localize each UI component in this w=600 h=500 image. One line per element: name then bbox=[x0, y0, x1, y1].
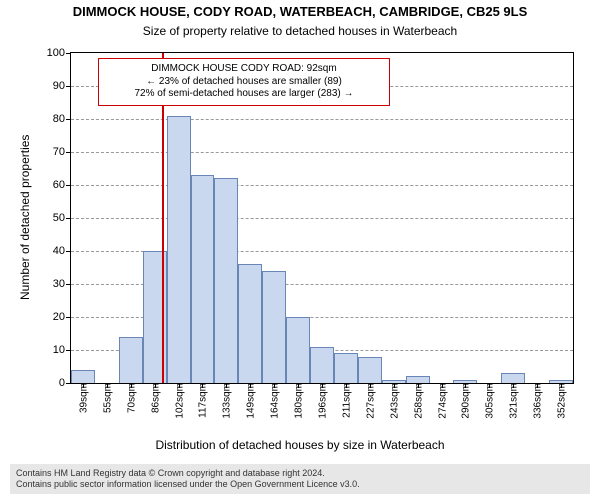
histogram-bar bbox=[167, 116, 191, 383]
ytick-label: 60 bbox=[53, 179, 71, 191]
histogram-bar bbox=[501, 373, 525, 383]
gridline bbox=[71, 185, 573, 186]
xtick-label: 274sqm bbox=[435, 383, 448, 419]
xtick-label: 290sqm bbox=[459, 383, 472, 419]
x-axis-label: Distribution of detached houses by size … bbox=[0, 438, 600, 452]
xtick-label: 70sqm bbox=[124, 383, 137, 413]
histogram-bar bbox=[310, 347, 334, 383]
ytick-label: 90 bbox=[53, 80, 71, 92]
ytick-label: 70 bbox=[53, 146, 71, 158]
chart-title: DIMMOCK HOUSE, CODY ROAD, WATERBEACH, CA… bbox=[0, 4, 600, 19]
chart-container: DIMMOCK HOUSE, CODY ROAD, WATERBEACH, CA… bbox=[0, 0, 600, 500]
ytick-label: 40 bbox=[53, 245, 71, 257]
annotation-line: ← 23% of detached houses are smaller (89… bbox=[107, 76, 381, 89]
histogram-bar bbox=[191, 175, 215, 383]
xtick-label: 227sqm bbox=[363, 383, 376, 419]
chart-subtitle: Size of property relative to detached ho… bbox=[0, 24, 600, 38]
xtick-label: 305sqm bbox=[483, 383, 496, 419]
ytick-label: 50 bbox=[53, 212, 71, 224]
xtick-label: 117sqm bbox=[196, 383, 209, 418]
histogram-bar bbox=[358, 357, 382, 383]
xtick-label: 102sqm bbox=[172, 383, 185, 419]
xtick-label: 321sqm bbox=[507, 383, 520, 419]
ytick-label: 80 bbox=[53, 113, 71, 125]
footer-attribution: Contains HM Land Registry data © Crown c… bbox=[10, 464, 590, 495]
annotation-box: DIMMOCK HOUSE CODY ROAD: 92sqm← 23% of d… bbox=[98, 58, 390, 106]
histogram-bar bbox=[262, 271, 286, 383]
xtick-label: 258sqm bbox=[411, 383, 424, 419]
xtick-label: 211sqm bbox=[339, 383, 352, 418]
histogram-bar bbox=[406, 376, 430, 383]
xtick-label: 86sqm bbox=[148, 383, 161, 413]
ytick-label: 30 bbox=[53, 278, 71, 290]
xtick-label: 164sqm bbox=[268, 383, 281, 419]
xtick-label: 196sqm bbox=[316, 383, 329, 419]
footer-line-2: Contains public sector information licen… bbox=[16, 479, 584, 490]
footer-line-1: Contains HM Land Registry data © Crown c… bbox=[16, 468, 584, 479]
histogram-bar bbox=[334, 353, 358, 383]
histogram-bar bbox=[119, 337, 143, 383]
ytick-label: 0 bbox=[59, 377, 71, 389]
xtick-label: 133sqm bbox=[220, 383, 233, 419]
gridline bbox=[71, 152, 573, 153]
xtick-label: 39sqm bbox=[76, 383, 89, 413]
ytick-label: 100 bbox=[47, 47, 71, 59]
gridline bbox=[71, 218, 573, 219]
histogram-bar bbox=[214, 178, 238, 383]
xtick-label: 336sqm bbox=[531, 383, 544, 419]
y-axis-label: Number of detached properties bbox=[18, 135, 32, 300]
xtick-label: 352sqm bbox=[555, 383, 568, 419]
xtick-label: 55sqm bbox=[100, 383, 113, 413]
histogram-bar bbox=[286, 317, 310, 383]
histogram-bar bbox=[71, 370, 95, 383]
ytick-label: 10 bbox=[53, 344, 71, 356]
annotation-line: 72% of semi-detached houses are larger (… bbox=[107, 88, 381, 101]
xtick-label: 149sqm bbox=[244, 383, 257, 419]
xtick-label: 180sqm bbox=[292, 383, 305, 419]
xtick-label: 243sqm bbox=[387, 383, 400, 419]
gridline bbox=[71, 119, 573, 120]
histogram-bar bbox=[238, 264, 262, 383]
ytick-label: 20 bbox=[53, 311, 71, 323]
annotation-line: DIMMOCK HOUSE CODY ROAD: 92sqm bbox=[107, 63, 381, 76]
